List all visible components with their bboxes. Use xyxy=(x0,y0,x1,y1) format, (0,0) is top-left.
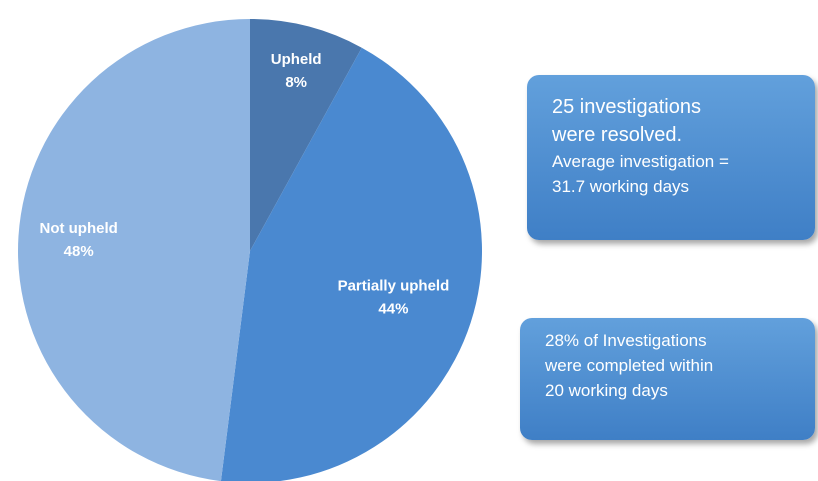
annotation-line: were completed within xyxy=(545,356,714,375)
annotation-line: were resolved. xyxy=(552,124,683,146)
annotation-line: 28% of Investigations xyxy=(545,331,707,350)
slice-label: Partially upheld xyxy=(338,278,450,295)
slice-value-label: 48% xyxy=(64,243,94,260)
slice-value-label: 8% xyxy=(285,74,307,91)
annotation-line: 20 working days xyxy=(545,381,668,400)
annotation-line: 31.7 working days xyxy=(552,177,690,196)
pie-slice xyxy=(250,19,362,251)
annotation-box: 28% of Investigations were completed wit… xyxy=(520,318,815,440)
slice-value-label: 44% xyxy=(378,301,408,318)
pie-slice xyxy=(18,19,250,481)
slice-label: Upheld xyxy=(271,51,322,68)
pie-slice xyxy=(220,47,482,481)
annotation-line: 25 investigations xyxy=(552,96,701,118)
slice-label: Not upheld xyxy=(39,220,117,237)
annotation-box: 25 investigations were resolved. Average… xyxy=(527,75,815,240)
annotation-line: Average investigation = xyxy=(552,152,729,171)
